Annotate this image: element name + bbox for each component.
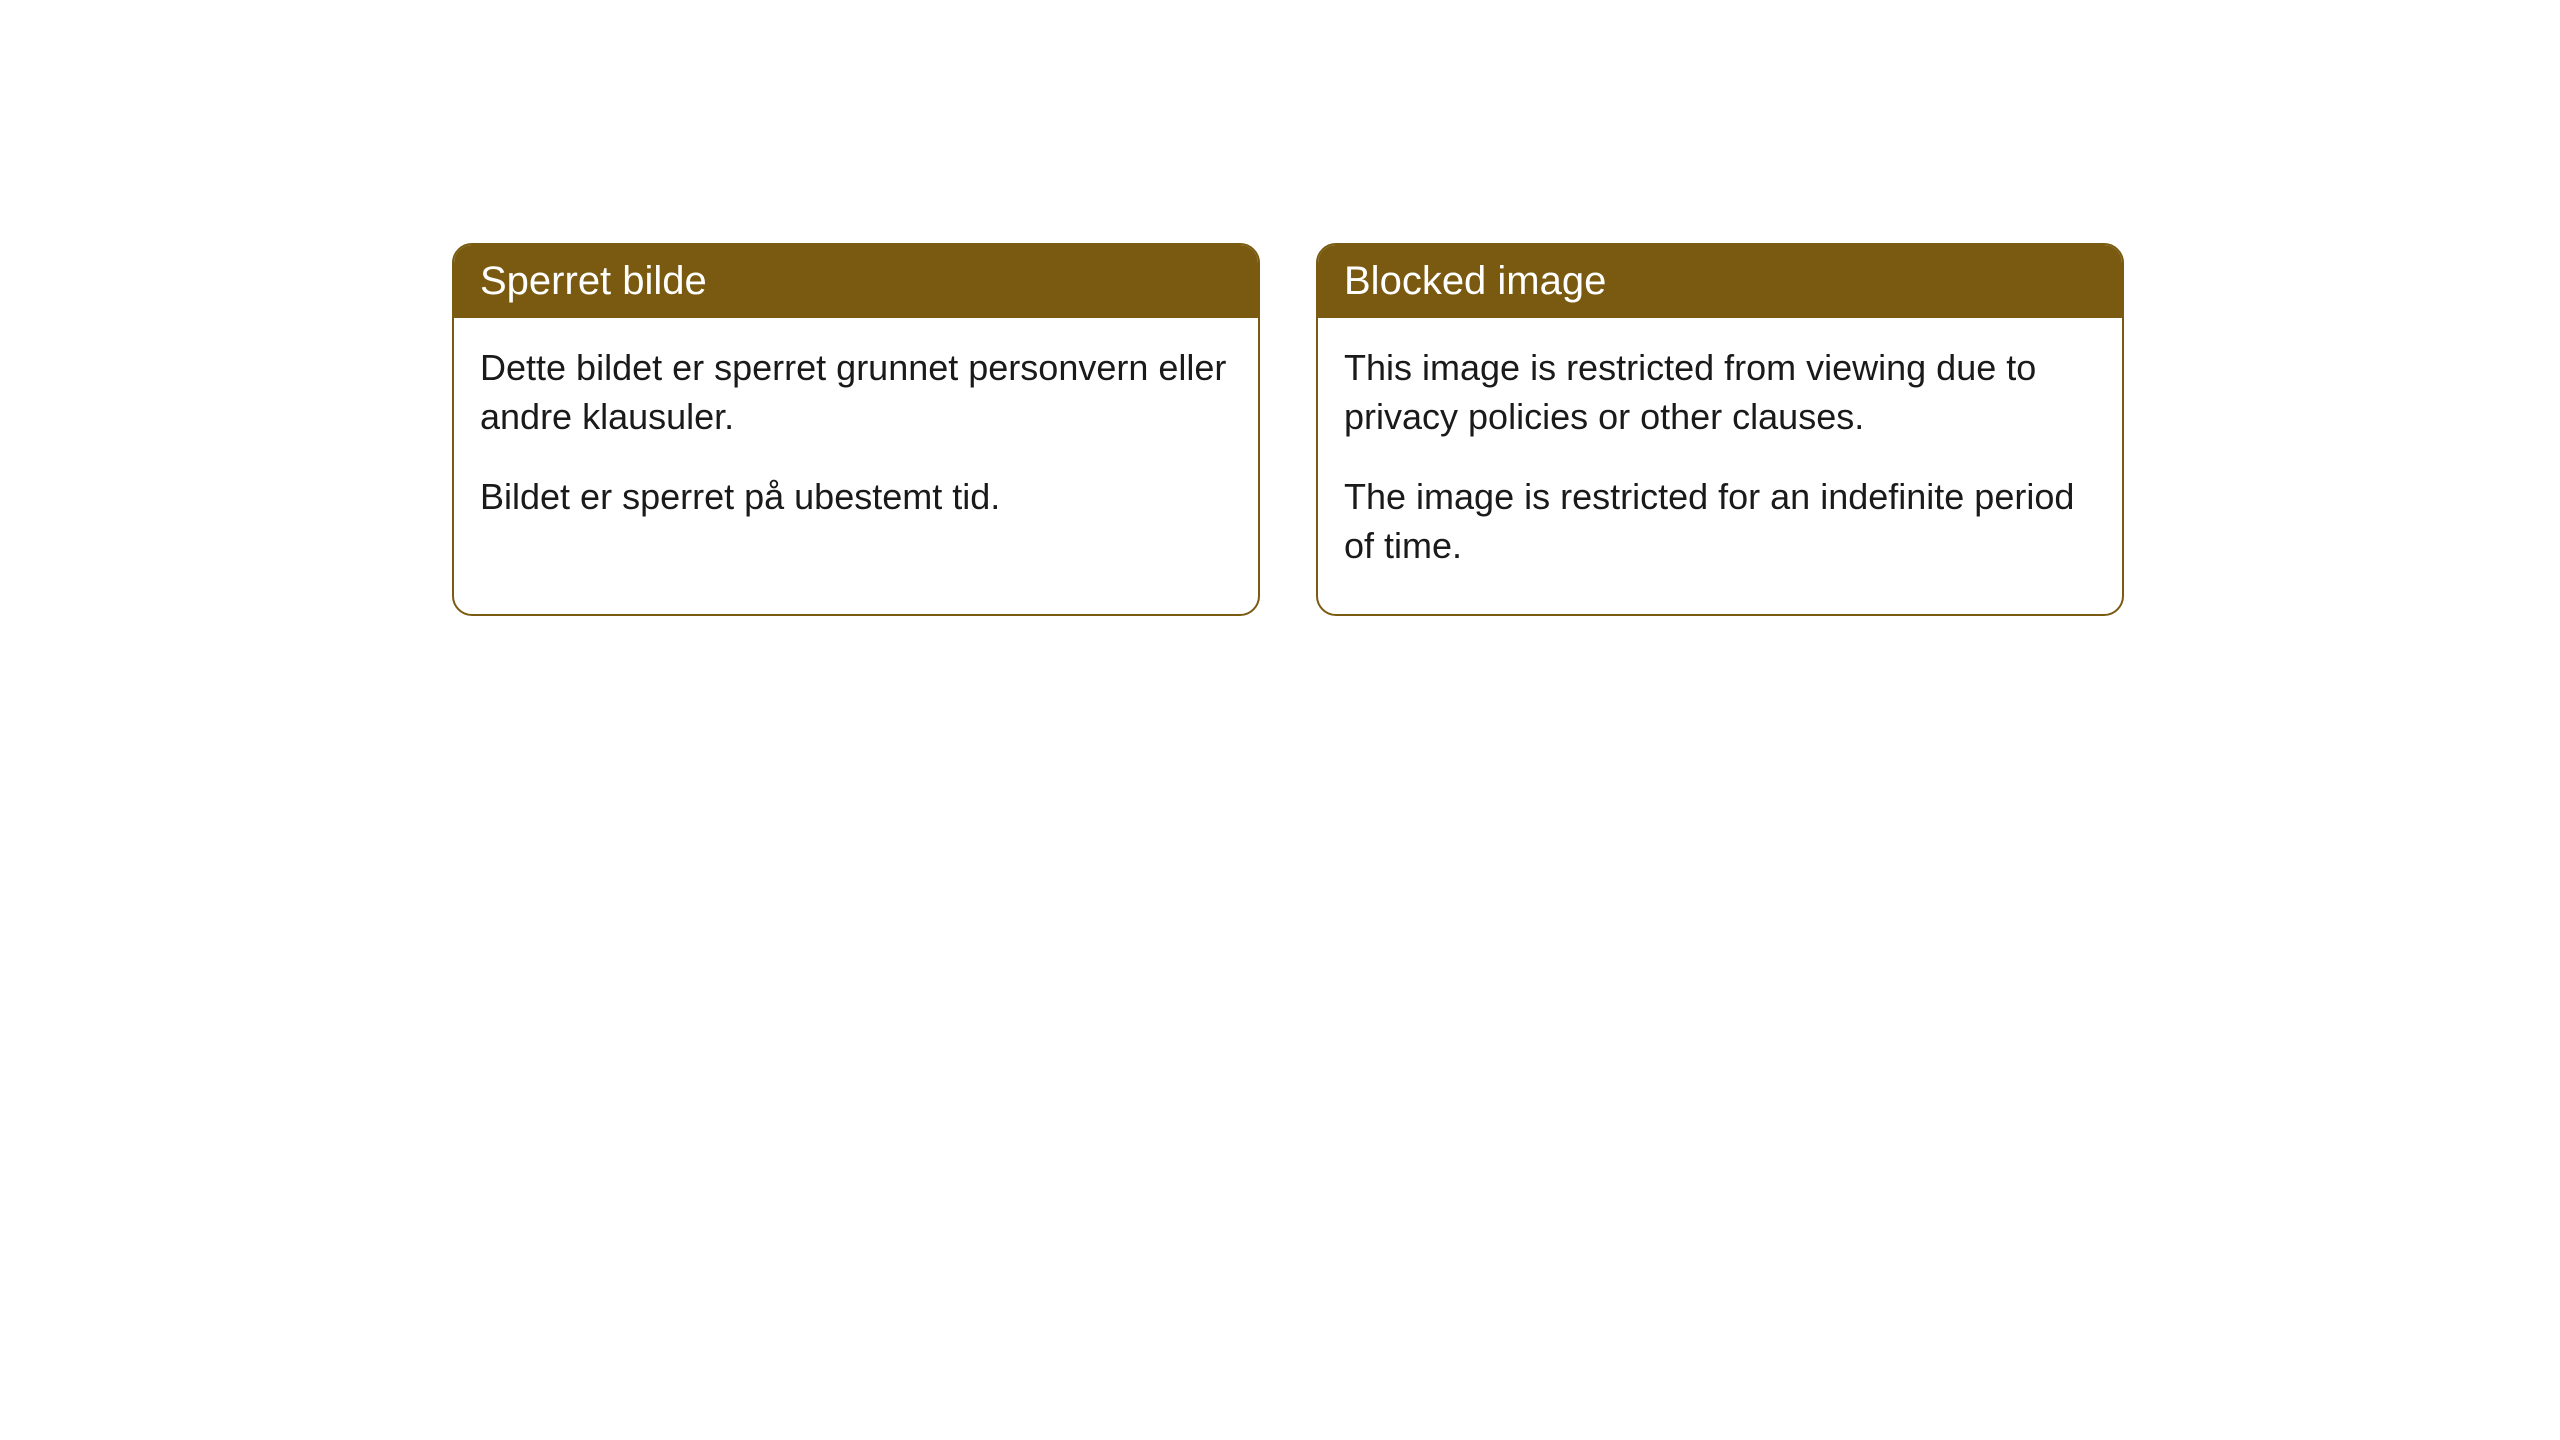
card-body: Dette bildet er sperret grunnet personve… bbox=[454, 318, 1258, 566]
card-header: Sperret bilde bbox=[454, 245, 1258, 318]
card-title: Blocked image bbox=[1344, 259, 1606, 303]
blocked-image-card-english: Blocked image This image is restricted f… bbox=[1316, 243, 2124, 616]
card-paragraph-2: Bildet er sperret på ubestemt tid. bbox=[480, 473, 1232, 522]
card-header: Blocked image bbox=[1318, 245, 2122, 318]
card-body: This image is restricted from viewing du… bbox=[1318, 318, 2122, 614]
blocked-image-card-norwegian: Sperret bilde Dette bildet er sperret gr… bbox=[452, 243, 1260, 616]
card-paragraph-1: Dette bildet er sperret grunnet personve… bbox=[480, 344, 1232, 441]
card-paragraph-2: The image is restricted for an indefinit… bbox=[1344, 473, 2096, 570]
card-title: Sperret bilde bbox=[480, 259, 707, 303]
card-paragraph-1: This image is restricted from viewing du… bbox=[1344, 344, 2096, 441]
cards-container: Sperret bilde Dette bildet er sperret gr… bbox=[452, 243, 2124, 616]
